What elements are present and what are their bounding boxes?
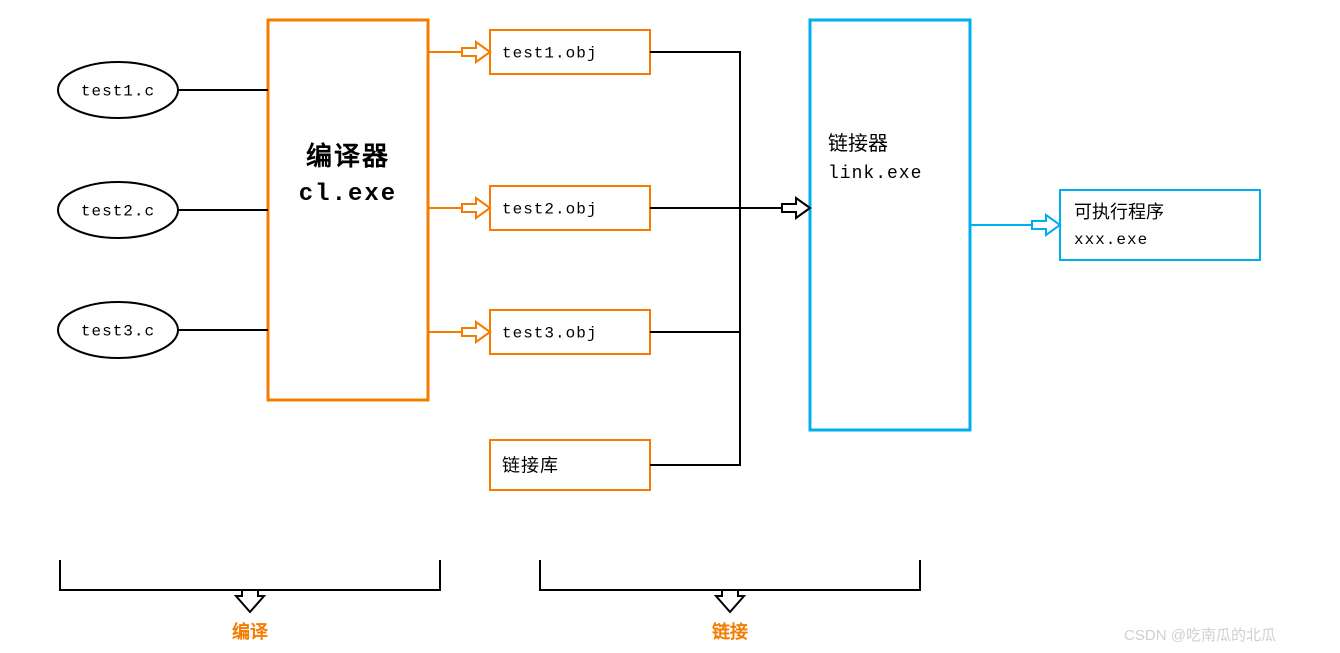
linker (810, 20, 970, 430)
obj1-label: test1.obj (502, 45, 597, 63)
source3-label: test3.c (81, 323, 155, 341)
arrow-icon (462, 42, 490, 62)
exe-subtitle: xxx.exe (1074, 231, 1148, 249)
watermark: CSDN @吃南瓜的北瓜 (1124, 627, 1276, 644)
source2-label: test2.c (81, 203, 155, 221)
edge-obj3-linker-bus (650, 208, 740, 332)
compiler-title: 编译器 (306, 141, 390, 171)
exe-title: 可执行程序 (1074, 202, 1164, 222)
bracket-label-compile: 编译 (232, 621, 269, 642)
obj3-label: test3.obj (502, 325, 597, 343)
linker-subtitle: link.exe (828, 164, 922, 184)
source1-label: test1.c (81, 83, 155, 101)
exe (1060, 190, 1260, 260)
edge-obj1-linker-bus (650, 52, 740, 208)
bracket-compile (60, 560, 440, 590)
arrow-icon (462, 322, 490, 342)
compiler-subtitle: cl.exe (299, 181, 397, 208)
linker-title: 链接器 (828, 132, 888, 155)
arrow-icon (782, 198, 810, 218)
linklib-label: 链接库 (502, 455, 559, 477)
arrow-icon (1032, 215, 1060, 235)
obj2-label: test2.obj (502, 201, 597, 219)
bracket-arrow-icon (716, 590, 744, 612)
bracket-label-link: 链接 (712, 621, 748, 642)
bracket-link (540, 560, 920, 590)
arrow-icon (462, 198, 490, 218)
compiler (268, 20, 428, 400)
bracket-arrow-icon (236, 590, 264, 612)
edge-linklib-linker-bus (650, 208, 740, 465)
